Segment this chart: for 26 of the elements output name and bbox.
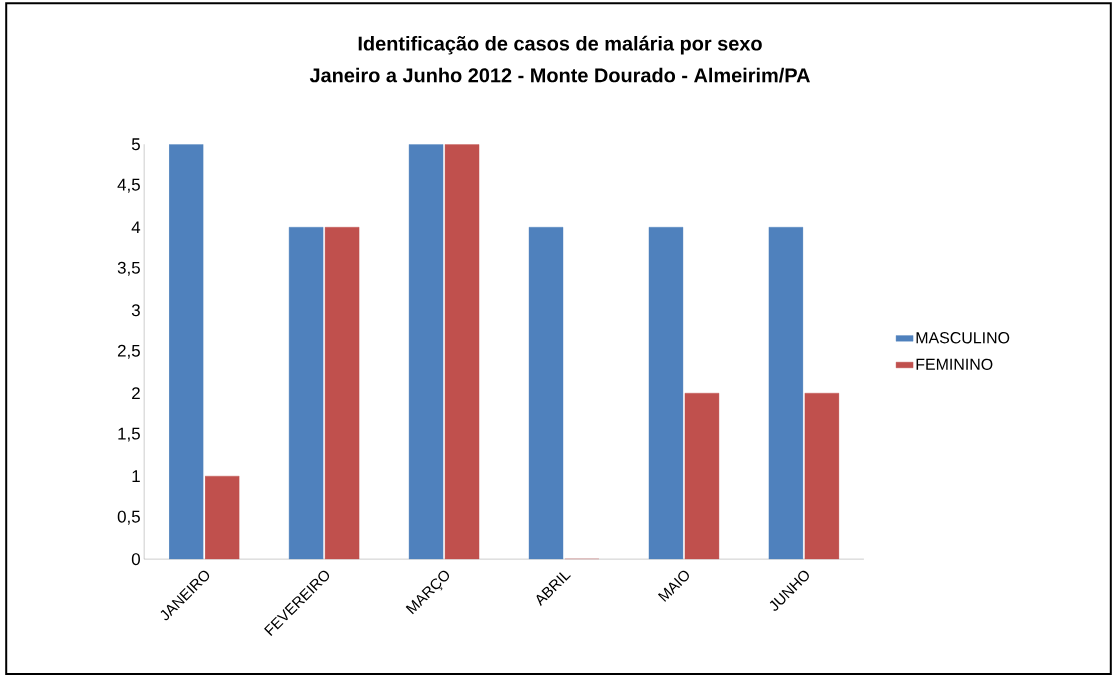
y-tick-label: 0,5 xyxy=(117,510,140,525)
bar xyxy=(804,392,840,560)
y-tick-label: 2 xyxy=(132,387,140,400)
y-tick-label: 4,5 xyxy=(117,178,140,193)
legend-label: MASCULINO xyxy=(916,332,1010,344)
bar xyxy=(528,226,564,560)
y-tick-label: 3,5 xyxy=(117,261,140,276)
bar xyxy=(204,475,240,560)
bar xyxy=(684,392,720,560)
y-tick-label: 1,5 xyxy=(118,427,140,442)
y-tick-label: 3 xyxy=(131,304,140,317)
y-tick-label: 0 xyxy=(131,553,140,566)
y-tick-label: 5 xyxy=(131,138,140,151)
bar xyxy=(408,144,444,560)
bar xyxy=(168,144,204,560)
y-tick-label: 2,5 xyxy=(117,344,140,359)
bar xyxy=(324,226,360,560)
bar xyxy=(444,144,480,560)
chart-subtitle: Janeiro a Junho 2012 - Monte Dourado - Almeirim/PA xyxy=(309,67,810,83)
y-tick-label: 4 xyxy=(131,221,141,234)
bar xyxy=(288,226,324,560)
bar xyxy=(768,226,804,560)
legend-label: FEMININO xyxy=(916,358,993,370)
bar xyxy=(648,226,684,560)
y-tick-label: 1 xyxy=(132,470,140,482)
chart-title: Identificação de casos de malária por sexo xyxy=(358,35,762,55)
